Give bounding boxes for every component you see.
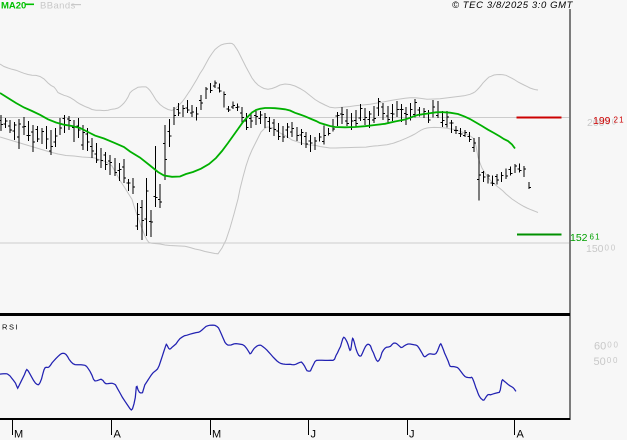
svg-text:5000: 5000 xyxy=(594,356,620,368)
svg-text:A: A xyxy=(114,428,122,440)
svg-text:© TEC 3/8/2025 3:0 GMT: © TEC 3/8/2025 3:0 GMT xyxy=(452,0,574,11)
svg-text:6000: 6000 xyxy=(594,340,620,352)
svg-text:J: J xyxy=(311,428,317,440)
svg-text:MA20: MA20 xyxy=(1,0,26,11)
svg-text:15000: 15000 xyxy=(586,243,617,255)
svg-text:M: M xyxy=(212,428,221,440)
svg-text:BBands: BBands xyxy=(40,0,76,11)
svg-text:J: J xyxy=(409,428,415,440)
svg-text:RSI: RSI xyxy=(2,323,19,332)
svg-text:A: A xyxy=(517,428,525,440)
svg-text:20000: 20000 xyxy=(587,117,618,129)
svg-text:M: M xyxy=(14,428,23,440)
